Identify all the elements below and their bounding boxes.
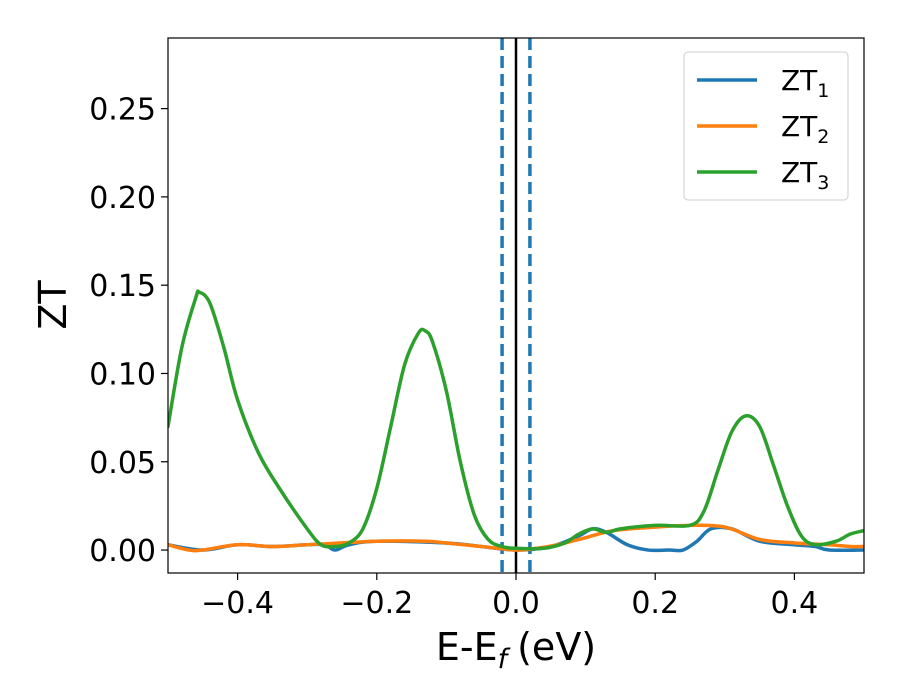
x-axis-title: E-Ef (eV) [436,625,596,675]
x-tick-label: 0.2 [631,586,679,621]
x-tick-label: −0.4 [201,586,274,621]
legend-box [683,51,849,201]
legend-label-zt3: ZT3 [781,156,829,194]
y-tick-label: 0.25 [89,93,156,128]
y-tick-label: 0.20 [89,181,156,216]
y-axis-title: ZT [31,280,75,330]
series-line-zt3 [168,289,864,551]
legend-label-subscript: 3 [817,172,829,194]
legend-label-zt1: ZT1 [781,64,829,102]
x-axis: −0.4 −0.2 0.0 0.2 0.4 [201,573,818,621]
x-axis-label-subscript: f [498,644,511,675]
legend-label-main: ZT [781,64,818,97]
legend-label-zt2: ZT2 [781,110,829,148]
x-axis-label-unit: (eV) [517,625,596,669]
y-tick-label: 0.00 [89,534,156,569]
x-tick-label: 0.4 [771,586,819,621]
x-axis-label-main: E-E [436,625,498,669]
legend-label-subscript: 2 [817,126,829,148]
legend-label-subscript: 1 [817,80,829,102]
y-tick-label: 0.15 [89,269,156,304]
x-tick-label: −0.2 [340,586,413,621]
series-layer [168,289,864,553]
legend-label-main: ZT [781,156,818,189]
reference-lines [500,38,532,573]
legend-label-main: ZT [781,110,818,143]
y-axis: 0.00 0.05 0.10 0.15 0.20 0.25 [89,93,168,569]
y-tick-label: 0.05 [89,446,156,481]
x-tick-label: 0.0 [492,586,540,621]
y-tick-label: 0.10 [89,357,156,392]
